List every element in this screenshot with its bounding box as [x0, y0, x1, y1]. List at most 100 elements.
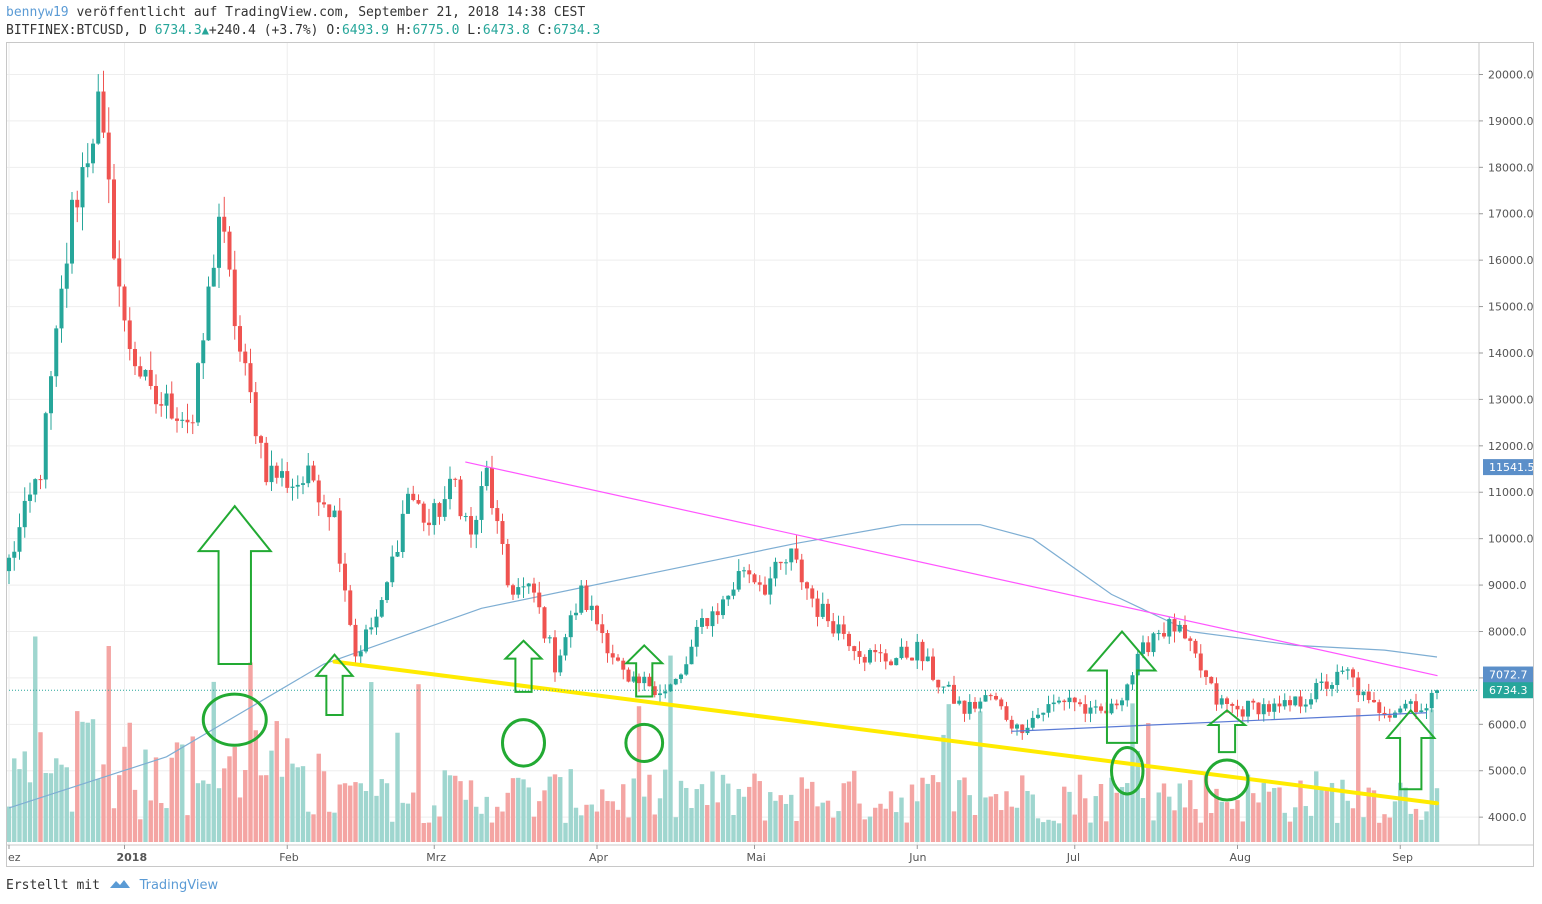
candle-body [868, 649, 872, 663]
candle-body [915, 641, 920, 661]
volume-bar [201, 780, 206, 842]
annotation-circle [1110, 746, 1145, 796]
candle-body [836, 624, 841, 634]
candle-body [448, 478, 452, 500]
candle-body [248, 363, 253, 393]
volume-bar [505, 792, 510, 842]
candle-body [721, 599, 725, 616]
candle-body [1230, 703, 1235, 706]
annotation-circle [1204, 758, 1250, 802]
volume-bar [757, 781, 762, 842]
volume-bar [1193, 809, 1198, 842]
volume-bar [537, 801, 542, 842]
volume-bar [1251, 793, 1256, 842]
candle-body [479, 486, 484, 520]
candle-body [1246, 700, 1250, 717]
candle-body [747, 570, 752, 575]
volume-bar [1203, 774, 1209, 842]
volume-bar [117, 775, 122, 842]
candle-body [138, 366, 143, 377]
annotation-up-arrow-icon [1384, 708, 1437, 791]
candle-body [369, 627, 374, 630]
volume-bar [138, 819, 143, 842]
candle-body [112, 179, 116, 259]
candle-body [936, 679, 941, 688]
candle-body [143, 369, 148, 377]
candle-body [574, 612, 578, 616]
candle-body [1293, 696, 1298, 706]
candle-body [274, 465, 279, 478]
volume-bar [1371, 790, 1377, 842]
candle-body [1172, 619, 1177, 632]
candle-body [80, 167, 85, 208]
candle-body [70, 199, 74, 264]
candle-body [1361, 691, 1366, 696]
volume-bar [1298, 780, 1303, 842]
candle-body [474, 519, 479, 535]
y-tick-label: 20000.0 [1488, 68, 1534, 81]
volume-bar [657, 798, 663, 842]
volume-bar [1350, 808, 1356, 842]
volume-bar [463, 799, 468, 842]
candle-body [332, 510, 337, 518]
candle-body [17, 527, 22, 552]
volume-bar [390, 821, 395, 842]
candle-body [490, 467, 494, 509]
footer-brand[interactable]: TradingView [139, 878, 219, 893]
candle-body [1272, 703, 1277, 712]
candle-body [327, 504, 332, 518]
candle-body [1078, 702, 1082, 705]
volume-bar [426, 822, 432, 842]
author-username[interactable]: bennyw19 [6, 5, 69, 20]
candle-body [1067, 697, 1072, 703]
volume-bar [285, 738, 290, 842]
volume-bar [752, 773, 757, 842]
volume-bar [983, 797, 988, 842]
volume-bar [731, 815, 736, 842]
candle-body [180, 419, 185, 421]
volume-bar [1167, 796, 1172, 842]
candle-body [7, 557, 11, 572]
volume-bar [720, 774, 726, 842]
price-label-box [1483, 682, 1533, 699]
volume-bar [1219, 801, 1224, 842]
volume-bar [736, 788, 741, 842]
volume-bar [673, 817, 678, 842]
candle-body [826, 603, 830, 622]
candle-body [1298, 696, 1303, 707]
candle-body [96, 91, 101, 144]
candle-body [731, 589, 736, 596]
volume-bar [799, 777, 804, 842]
candle-body [190, 422, 195, 424]
volume-bar [1224, 802, 1230, 842]
candle-body [1240, 709, 1245, 717]
candle-body [311, 465, 316, 481]
y-tick-label: 14000.0 [1488, 347, 1534, 360]
candle-body [857, 651, 862, 657]
volume-bar [295, 767, 300, 842]
volume-bar [1314, 771, 1319, 842]
volume-bar [468, 780, 474, 842]
volume-bar [741, 796, 747, 842]
volume-bar [479, 813, 484, 842]
candle-body [1424, 708, 1429, 711]
volume-bar [316, 753, 321, 842]
volume-bar [1256, 802, 1261, 842]
volume-bar [1282, 812, 1287, 842]
volume-bar [631, 778, 636, 842]
volume-bar [972, 814, 978, 842]
volume-bar [269, 750, 274, 842]
y-tick-label: 16000.0 [1488, 254, 1534, 267]
volume-bar [1156, 792, 1161, 842]
candle-body [1177, 624, 1182, 632]
volume-bar [1014, 807, 1020, 842]
candle-body [1398, 708, 1403, 713]
volume-bar [946, 704, 951, 842]
volume-bar [1172, 810, 1177, 842]
tradingview-logo-icon[interactable] [108, 878, 132, 893]
candle-body [805, 582, 809, 589]
candle-body [217, 216, 221, 268]
volume-bar [1062, 786, 1067, 842]
candle-body [941, 686, 946, 688]
